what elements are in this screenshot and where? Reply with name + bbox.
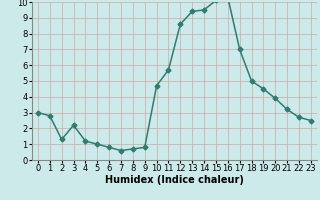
X-axis label: Humidex (Indice chaleur): Humidex (Indice chaleur) [105,175,244,185]
